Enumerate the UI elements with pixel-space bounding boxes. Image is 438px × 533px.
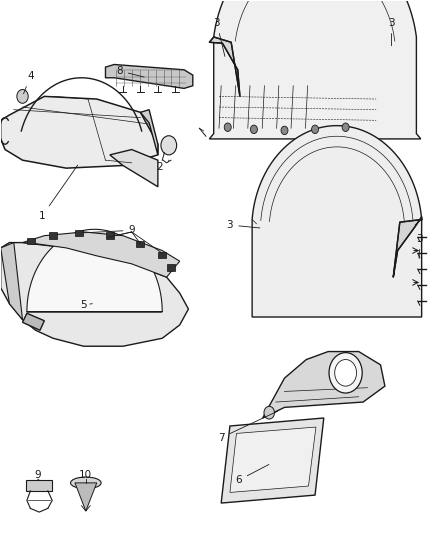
Circle shape: [335, 360, 357, 386]
Text: 1: 1: [39, 165, 78, 221]
Polygon shape: [230, 427, 316, 492]
Circle shape: [161, 136, 177, 155]
Text: 9: 9: [82, 225, 135, 236]
Polygon shape: [27, 229, 162, 312]
Text: 8: 8: [116, 66, 144, 77]
Text: 4: 4: [24, 71, 34, 94]
Circle shape: [224, 123, 231, 132]
Text: 7: 7: [218, 411, 278, 443]
Polygon shape: [209, 37, 240, 96]
Text: 2: 2: [157, 160, 169, 172]
Polygon shape: [393, 217, 422, 277]
Text: 9: 9: [35, 470, 41, 480]
Polygon shape: [252, 126, 422, 317]
Circle shape: [311, 125, 318, 134]
Circle shape: [251, 125, 258, 134]
Circle shape: [329, 353, 362, 393]
Polygon shape: [1, 96, 158, 168]
Circle shape: [342, 123, 349, 132]
Polygon shape: [75, 483, 97, 511]
Bar: [158, 252, 166, 258]
Ellipse shape: [71, 477, 101, 489]
Polygon shape: [26, 480, 52, 491]
Polygon shape: [22, 313, 44, 330]
Bar: [75, 230, 83, 236]
Polygon shape: [22, 232, 180, 277]
Polygon shape: [221, 418, 324, 503]
Bar: [106, 232, 114, 239]
Text: 3: 3: [226, 220, 260, 230]
Bar: [49, 232, 57, 239]
Polygon shape: [209, 0, 421, 139]
Circle shape: [264, 406, 275, 419]
Polygon shape: [110, 150, 158, 187]
Text: 3: 3: [213, 18, 225, 56]
Text: 6: 6: [235, 464, 269, 485]
Polygon shape: [106, 64, 193, 88]
Text: 5: 5: [80, 300, 92, 310]
Text: 3: 3: [417, 234, 423, 259]
Bar: [137, 241, 145, 247]
Polygon shape: [1, 243, 188, 346]
Polygon shape: [263, 352, 385, 418]
Polygon shape: [1, 243, 22, 320]
Text: 3: 3: [388, 18, 395, 46]
Bar: [167, 264, 175, 271]
Text: 10: 10: [79, 470, 92, 480]
Circle shape: [281, 126, 288, 135]
Bar: [27, 238, 35, 244]
Circle shape: [17, 90, 28, 103]
Polygon shape: [141, 110, 158, 155]
